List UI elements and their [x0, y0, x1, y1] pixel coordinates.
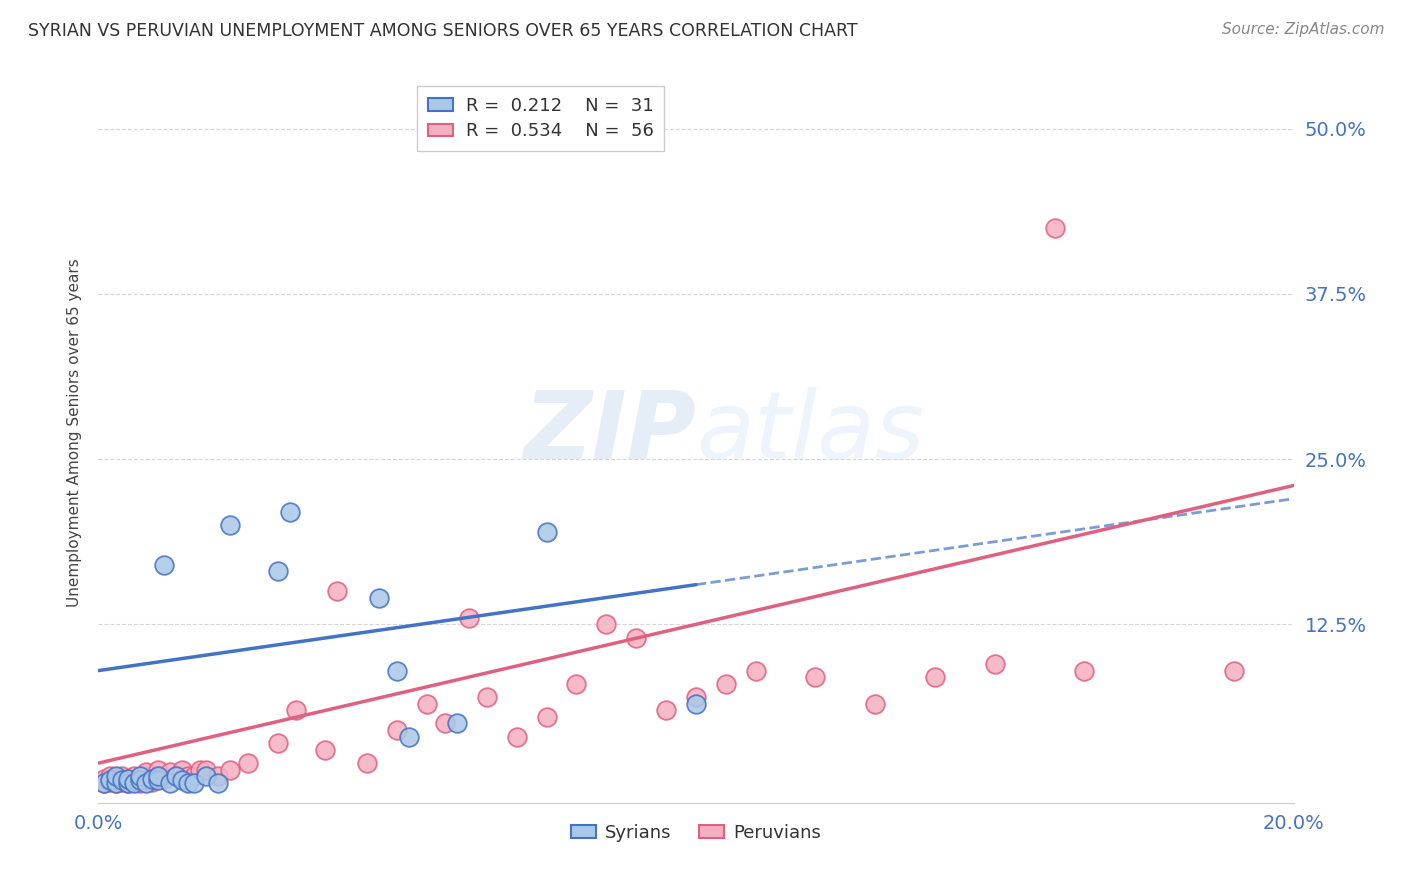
- Point: [159, 765, 181, 780]
- Point: [385, 664, 409, 678]
- Point: [141, 772, 163, 786]
- Point: [165, 769, 187, 783]
- Legend: Syrians, Peruvians: Syrians, Peruvians: [564, 817, 828, 849]
- Point: [117, 772, 139, 786]
- Point: [685, 690, 707, 704]
- Point: [655, 703, 678, 717]
- Point: [398, 730, 420, 744]
- Point: [595, 617, 617, 632]
- Point: [865, 697, 887, 711]
- Point: [356, 756, 378, 771]
- Point: [446, 716, 468, 731]
- Point: [745, 664, 768, 678]
- Text: Source: ZipAtlas.com: Source: ZipAtlas.com: [1222, 22, 1385, 37]
- Point: [129, 776, 152, 790]
- Point: [141, 774, 163, 789]
- Point: [195, 769, 218, 783]
- Point: [207, 776, 229, 790]
- Text: ZIP: ZIP: [523, 386, 696, 479]
- Point: [458, 611, 481, 625]
- Point: [153, 558, 176, 572]
- Point: [135, 769, 157, 783]
- Point: [385, 723, 409, 737]
- Point: [135, 765, 157, 780]
- Point: [93, 776, 115, 790]
- Point: [434, 716, 457, 731]
- Point: [195, 763, 218, 777]
- Point: [111, 769, 134, 783]
- Point: [278, 505, 301, 519]
- Point: [267, 565, 290, 579]
- Point: [536, 710, 558, 724]
- Point: [1073, 664, 1095, 678]
- Point: [315, 743, 337, 757]
- Point: [984, 657, 1007, 671]
- Point: [626, 631, 648, 645]
- Point: [368, 591, 391, 605]
- Point: [188, 763, 211, 777]
- Point: [153, 772, 176, 786]
- Text: SYRIAN VS PERUVIAN UNEMPLOYMENT AMONG SENIORS OVER 65 YEARS CORRELATION CHART: SYRIAN VS PERUVIAN UNEMPLOYMENT AMONG SE…: [28, 22, 858, 40]
- Point: [93, 772, 115, 786]
- Point: [924, 670, 946, 684]
- Point: [105, 776, 128, 790]
- Point: [148, 769, 170, 783]
- Y-axis label: Unemployment Among Seniors over 65 years: Unemployment Among Seniors over 65 years: [66, 259, 82, 607]
- Point: [536, 524, 558, 539]
- Point: [124, 774, 146, 789]
- Point: [129, 772, 152, 786]
- Point: [177, 769, 200, 783]
- Point: [236, 756, 259, 771]
- Point: [117, 776, 139, 790]
- Point: [98, 774, 122, 789]
- Point: [105, 769, 128, 783]
- Point: [284, 703, 307, 717]
- Point: [804, 670, 827, 684]
- Point: [416, 697, 439, 711]
- Point: [98, 773, 122, 788]
- Point: [148, 763, 170, 777]
- Point: [172, 773, 194, 788]
- Point: [165, 769, 187, 783]
- Point: [475, 690, 498, 704]
- Point: [177, 776, 200, 790]
- Point: [685, 697, 707, 711]
- Point: [207, 769, 229, 783]
- Point: [1223, 664, 1246, 678]
- Point: [565, 677, 588, 691]
- Point: [219, 763, 242, 777]
- Point: [124, 769, 146, 783]
- Point: [135, 776, 157, 790]
- Point: [506, 730, 529, 744]
- Point: [148, 773, 170, 788]
- Point: [183, 776, 205, 790]
- Point: [93, 776, 115, 790]
- Point: [148, 769, 170, 783]
- Point: [267, 736, 290, 750]
- Point: [98, 769, 122, 783]
- Point: [105, 776, 128, 790]
- Point: [183, 769, 205, 783]
- Point: [172, 763, 194, 777]
- Point: [714, 677, 737, 691]
- Point: [105, 772, 128, 786]
- Text: atlas: atlas: [696, 387, 924, 478]
- Point: [129, 769, 152, 783]
- Point: [1043, 220, 1066, 235]
- Point: [117, 772, 139, 786]
- Point: [326, 584, 349, 599]
- Point: [111, 773, 134, 788]
- Point: [219, 518, 242, 533]
- Point: [111, 774, 134, 789]
- Point: [159, 776, 181, 790]
- Point: [117, 776, 139, 790]
- Point: [129, 773, 152, 788]
- Point: [124, 776, 146, 790]
